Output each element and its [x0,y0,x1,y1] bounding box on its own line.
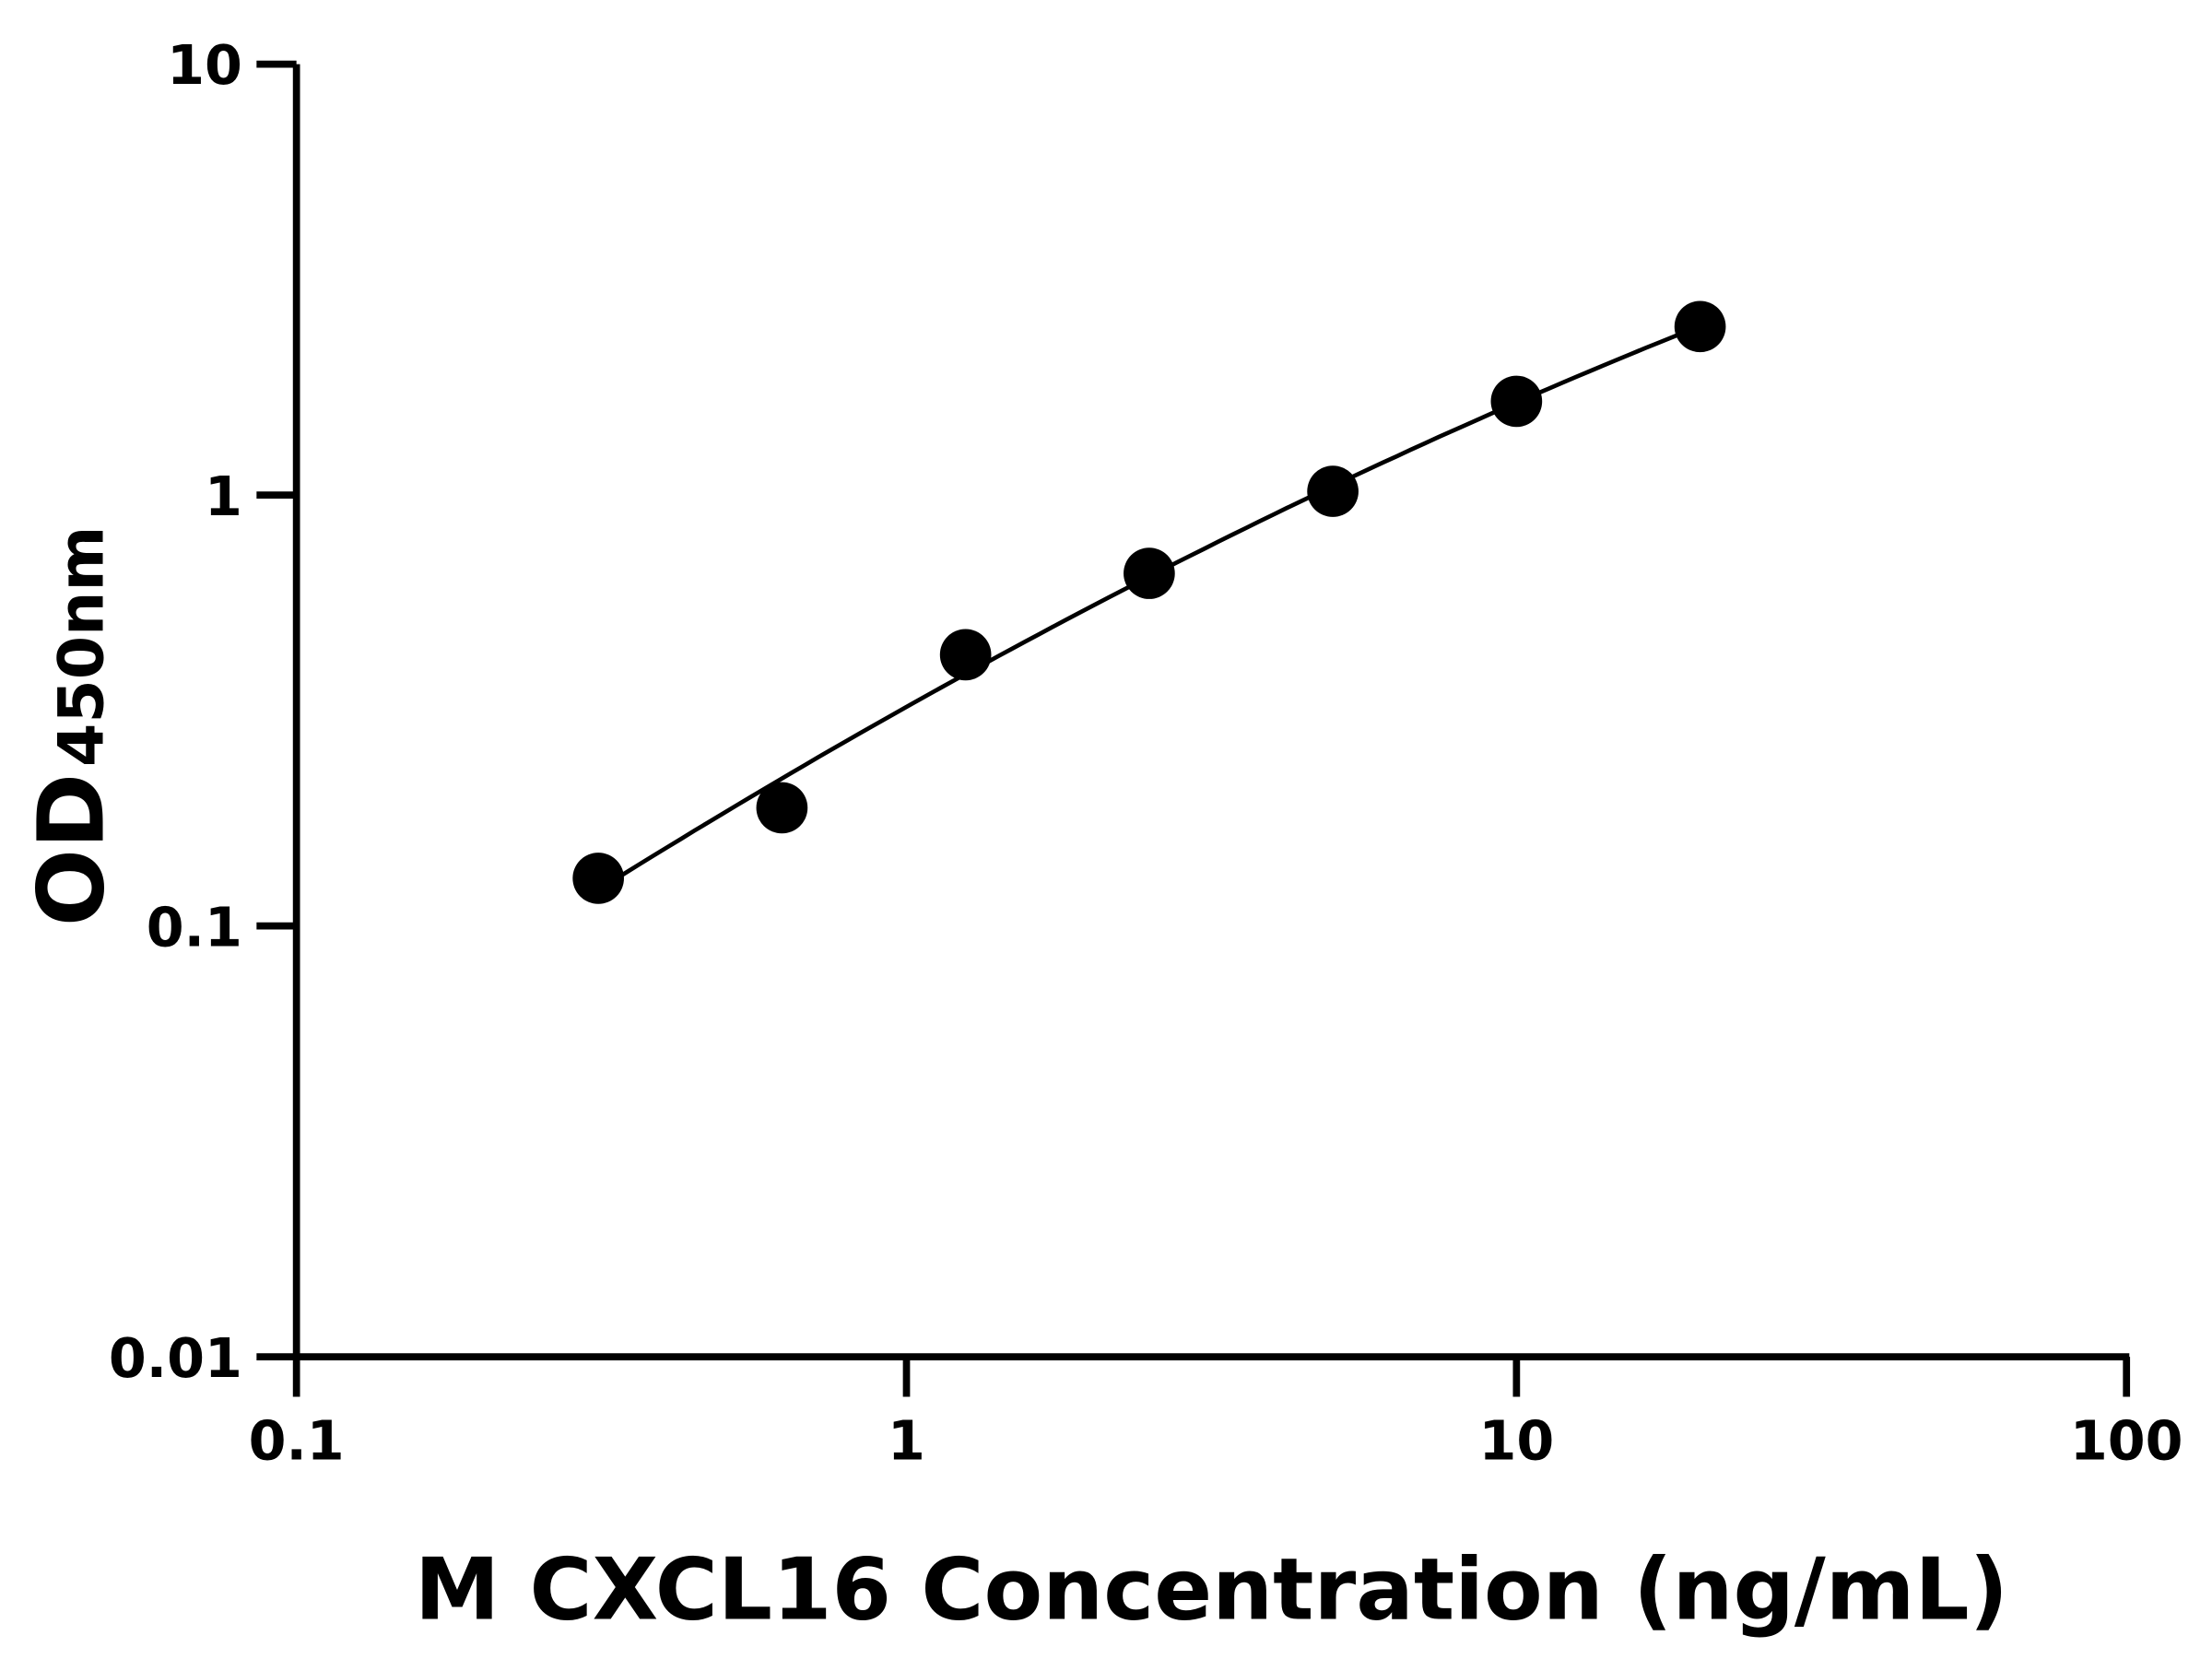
data-point [756,782,808,834]
y-axis-label: OD 450nm [18,526,124,927]
data-point [1124,547,1175,599]
y-tick-label: 0.1 [147,895,242,959]
y-axis-label-sub: 450nm [45,526,118,767]
x-axis-label: M CXCL16 Concentration (ng/mL) [415,1540,2008,1640]
data-points [572,300,1726,904]
x-tick-label: 0.1 [249,1409,345,1473]
data-point [939,629,992,681]
data-point [1307,465,1359,517]
y-axis-label-main: OD [18,773,124,926]
data-point [1490,375,1543,428]
x-tick-label: 1 [888,1409,925,1473]
x-tick-label: 10 [1478,1409,1554,1473]
data-point [1674,300,1726,353]
y-tick-label: 10 [167,33,242,97]
y-tick-label: 1 [205,465,242,528]
x-tick-label: 100 [2070,1409,2183,1473]
data-point [572,853,625,904]
y-tick-label: 0.01 [109,1326,242,1390]
